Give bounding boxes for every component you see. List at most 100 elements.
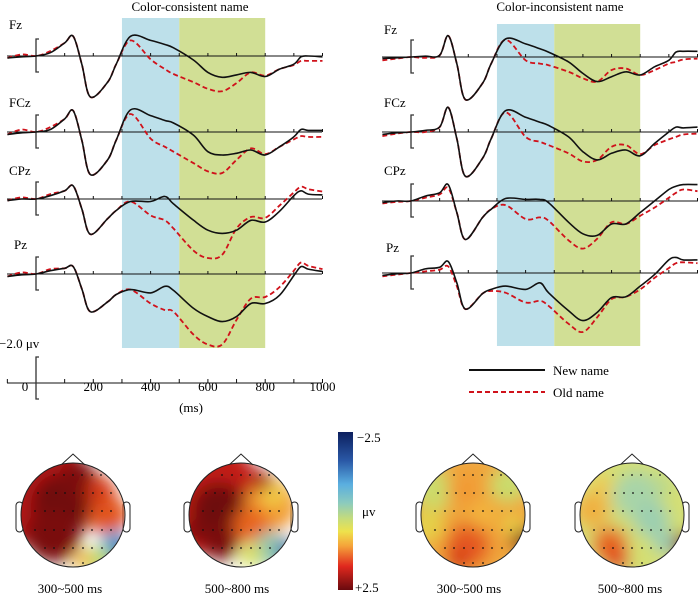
electrode-dot bbox=[612, 529, 614, 531]
electrode-dot bbox=[72, 547, 74, 549]
electrode-dot bbox=[453, 474, 455, 476]
electrode-dot bbox=[260, 492, 262, 494]
electrode-dot bbox=[212, 529, 214, 531]
electrode-dot bbox=[240, 510, 242, 512]
electrode-dot bbox=[650, 529, 652, 531]
nose-shape bbox=[619, 453, 645, 466]
electrode-dot bbox=[109, 474, 111, 476]
channel-cpz bbox=[382, 183, 698, 250]
electrode-dot bbox=[101, 529, 103, 531]
electrode-dot bbox=[259, 474, 261, 476]
electrode-dot bbox=[223, 492, 225, 494]
electrode-dot bbox=[269, 492, 271, 494]
electrode-dot bbox=[472, 547, 474, 549]
channel-label-cpz-right: CPz bbox=[384, 163, 406, 178]
scalp-color-patch bbox=[239, 543, 263, 567]
electrode-dot bbox=[221, 474, 223, 476]
electrode-dot bbox=[463, 562, 465, 564]
electrode-dot bbox=[250, 510, 252, 512]
electrode-dot bbox=[91, 547, 93, 549]
topomap-4 bbox=[574, 453, 690, 568]
electrode-dot bbox=[631, 562, 633, 564]
electrode-dot bbox=[641, 492, 643, 494]
electrode-dot bbox=[482, 562, 484, 564]
trace-new-name bbox=[382, 183, 698, 241]
channel-label-fz-right: Fz bbox=[384, 22, 397, 37]
electrode-dot bbox=[250, 492, 252, 494]
electrode-dot bbox=[453, 510, 455, 512]
scalp-colors bbox=[21, 463, 125, 567]
electrode-dot bbox=[437, 492, 439, 494]
electrode-dot bbox=[232, 492, 234, 494]
scalp-color-patch bbox=[25, 507, 81, 563]
electrode-dot bbox=[63, 529, 65, 531]
x-tick-label: 400 bbox=[141, 379, 161, 394]
channel-pz bbox=[382, 255, 698, 334]
scalp-color-patch bbox=[580, 492, 610, 528]
electrode-dot bbox=[603, 529, 605, 531]
electrode-dot bbox=[472, 510, 474, 512]
electrode-dot bbox=[434, 510, 436, 512]
electrode-dot bbox=[53, 547, 55, 549]
trace-new-name bbox=[7, 34, 323, 99]
electrode-dot bbox=[473, 492, 475, 494]
scalp-map bbox=[189, 463, 293, 567]
shaded-window-early bbox=[121, 18, 180, 348]
electrode-dot bbox=[64, 492, 66, 494]
scalp-color-patch bbox=[652, 475, 672, 495]
electrode-dot bbox=[612, 474, 614, 476]
electrode-dot bbox=[596, 492, 598, 494]
electrode-dot bbox=[501, 510, 503, 512]
electrode-dot bbox=[221, 529, 223, 531]
legend-label-old: Old name bbox=[553, 385, 604, 400]
electrode-dot bbox=[202, 529, 204, 531]
scalp-colors bbox=[189, 463, 293, 567]
electrode-dot bbox=[82, 492, 84, 494]
electrode-dot bbox=[622, 547, 624, 549]
electrode-dot bbox=[92, 492, 94, 494]
electrode-dot bbox=[221, 547, 223, 549]
scalp-color-patch bbox=[84, 546, 112, 567]
electrode-dot bbox=[603, 510, 605, 512]
electrode-dot bbox=[593, 529, 595, 531]
erp-panel-consistent bbox=[7, 18, 323, 348]
electrode-dot bbox=[481, 474, 483, 476]
electrode-dot bbox=[212, 547, 214, 549]
colorbar bbox=[338, 432, 353, 590]
electrode-dot bbox=[82, 562, 84, 564]
electrode-dot bbox=[640, 474, 642, 476]
electrode-dot bbox=[101, 547, 103, 549]
electrode-dot bbox=[73, 492, 75, 494]
electrode-dot bbox=[623, 492, 625, 494]
trace-new-name bbox=[7, 264, 323, 323]
electrode-dot bbox=[44, 529, 46, 531]
colorbar-max-label: +2.5 bbox=[355, 580, 379, 595]
channel-label-fcz-right: FCz bbox=[384, 95, 406, 110]
topomap-2 bbox=[183, 453, 299, 568]
panel-title-inconsistent: Color-inconsistent name bbox=[496, 0, 623, 14]
topomap-label-2: 500~800 ms bbox=[205, 581, 269, 596]
x-axis: 0 200 400 600 800 1000 bbox=[6, 356, 336, 400]
electrode-dot bbox=[82, 510, 84, 512]
x-tick-label: 200 bbox=[84, 379, 104, 394]
electrode-dot bbox=[669, 510, 671, 512]
electrode-dot bbox=[593, 510, 595, 512]
x-tick-label: 1000 bbox=[310, 379, 336, 394]
electrode-dot bbox=[91, 529, 93, 531]
electrode-dot bbox=[453, 529, 455, 531]
electrode-dot bbox=[482, 492, 484, 494]
head-outline bbox=[20, 462, 126, 568]
electrode-dot bbox=[250, 529, 252, 531]
electrode-dot bbox=[63, 474, 65, 476]
electrode-dot bbox=[631, 547, 633, 549]
electrode-dot bbox=[100, 474, 102, 476]
scalp-color-patch bbox=[113, 543, 125, 563]
electrode-dot bbox=[659, 474, 661, 476]
scalp-color-patch bbox=[87, 476, 115, 504]
scalp-color-patch bbox=[634, 502, 670, 538]
legend: New name Old name bbox=[469, 363, 609, 400]
electrode-dot bbox=[660, 547, 662, 549]
electrode-dot bbox=[101, 492, 103, 494]
electrode-dot bbox=[509, 474, 511, 476]
electrode-dot bbox=[269, 547, 271, 549]
